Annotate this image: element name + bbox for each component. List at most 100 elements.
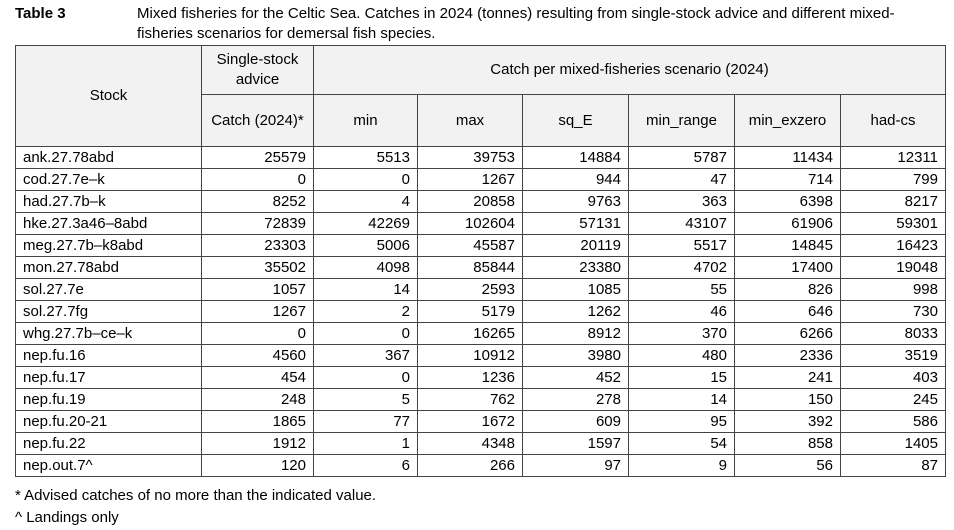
cell-scenario-value: 5	[313, 388, 418, 411]
cell-advice: 35502	[201, 256, 314, 279]
cell-scenario-value: 8217	[840, 190, 946, 213]
cell-advice: 454	[201, 366, 314, 389]
header-scenario-sq-e: sq_E	[522, 94, 629, 147]
cell-stock: nep.fu.17	[15, 366, 202, 389]
cell-scenario-value: 14884	[522, 146, 629, 169]
cell-scenario-value: 4702	[628, 256, 735, 279]
cell-scenario-value: 59301	[840, 212, 946, 235]
cell-scenario-value: 95	[628, 410, 735, 433]
cell-stock: mon.27.78abd	[15, 256, 202, 279]
cell-scenario-value: 5513	[313, 146, 418, 169]
cell-stock: nep.fu.22	[15, 432, 202, 455]
cell-scenario-value: 8912	[522, 322, 629, 345]
header-scenario-max: max	[417, 94, 523, 147]
cell-scenario-value: 46	[628, 300, 735, 323]
table-row: nep.fu.22 1912 1 4348 1597 54 858 1405	[15, 432, 946, 455]
cell-stock: sol.27.7e	[15, 278, 202, 301]
cell-advice: 8252	[201, 190, 314, 213]
table-row: nep.out.7^ 120 6 266 97 9 56 87	[15, 454, 946, 477]
cell-stock: nep.fu.20-21	[15, 410, 202, 433]
cell-scenario-value: 241	[734, 366, 841, 389]
cell-scenario-value: 10912	[417, 344, 523, 367]
cell-scenario-value: 1597	[522, 432, 629, 455]
cell-scenario-value: 1267	[417, 168, 523, 191]
cell-scenario-value: 14	[313, 278, 418, 301]
table-label: Table 3	[15, 5, 66, 22]
cell-scenario-value: 16423	[840, 234, 946, 257]
cell-scenario-value: 2	[313, 300, 418, 323]
cell-scenario-value: 42269	[313, 212, 418, 235]
cell-stock: nep.fu.16	[15, 344, 202, 367]
cell-scenario-value: 4348	[417, 432, 523, 455]
cell-stock: cod.27.7e–k	[15, 168, 202, 191]
cell-scenario-value: 367	[313, 344, 418, 367]
cell-scenario-value: 714	[734, 168, 841, 191]
cell-stock: nep.fu.19	[15, 388, 202, 411]
cell-scenario-value: 609	[522, 410, 629, 433]
cell-advice: 25579	[201, 146, 314, 169]
footnotes: * Advised catches of no more than the in…	[15, 485, 376, 529]
cell-scenario-value: 4	[313, 190, 418, 213]
cell-stock: had.27.7b–k	[15, 190, 202, 213]
cell-scenario-value: 16265	[417, 322, 523, 345]
table-row: had.27.7b–k 8252 4 20858 9763 363 6398 8217	[15, 190, 946, 213]
cell-scenario-value: 363	[628, 190, 735, 213]
cell-scenario-value: 1236	[417, 366, 523, 389]
cell-scenario-value: 45587	[417, 234, 523, 257]
table-row: meg.27.7b–k8abd 23303 5006 45587 20119 5517 14…	[15, 234, 946, 257]
cell-scenario-value: 8033	[840, 322, 946, 345]
catch-table: Stock Single-stock advice Catch per mixe…	[15, 45, 946, 477]
cell-scenario-value: 9	[628, 454, 735, 477]
cell-scenario-value: 0	[313, 322, 418, 345]
cell-scenario-value: 1672	[417, 410, 523, 433]
cell-scenario-value: 6266	[734, 322, 841, 345]
cell-scenario-value: 0	[313, 168, 418, 191]
cell-advice: 72839	[201, 212, 314, 235]
cell-scenario-value: 61906	[734, 212, 841, 235]
cell-scenario-value: 586	[840, 410, 946, 433]
table-row: sol.27.7fg 1267 2 5179 1262 46 646 730	[15, 300, 946, 323]
cell-scenario-value: 4098	[313, 256, 418, 279]
cell-scenario-value: 392	[734, 410, 841, 433]
cell-advice: 23303	[201, 234, 314, 257]
cell-advice: 248	[201, 388, 314, 411]
cell-advice: 120	[201, 454, 314, 477]
cell-scenario-value: 480	[628, 344, 735, 367]
cell-advice: 1267	[201, 300, 314, 323]
cell-scenario-value: 5179	[417, 300, 523, 323]
cell-stock: ank.27.78abd	[15, 146, 202, 169]
cell-scenario-value: 9763	[522, 190, 629, 213]
header-stock: Stock	[15, 45, 202, 147]
table-row: cod.27.7e–k 0 0 1267 944 47 714 799	[15, 168, 946, 191]
table-body: ank.27.78abd 25579 5513 39753 14884 5787 11434…	[15, 146, 946, 477]
cell-advice: 0	[201, 168, 314, 191]
cell-scenario-value: 998	[840, 278, 946, 301]
cell-stock: whg.27.7b–ce–k	[15, 322, 202, 345]
cell-scenario-value: 55	[628, 278, 735, 301]
header-scenario-min: min	[313, 94, 418, 147]
cell-scenario-value: 799	[840, 168, 946, 191]
table-row: mon.27.78abd 35502 4098 85844 23380 4702 17400…	[15, 256, 946, 279]
cell-scenario-value: 20858	[417, 190, 523, 213]
cell-scenario-value: 17400	[734, 256, 841, 279]
cell-scenario-value: 6	[313, 454, 418, 477]
cell-scenario-value: 944	[522, 168, 629, 191]
cell-scenario-value: 3519	[840, 344, 946, 367]
table-row: nep.fu.16 4560 367 10912 3980 480 2336 3519	[15, 344, 946, 367]
cell-advice: 0	[201, 322, 314, 345]
cell-scenario-value: 5787	[628, 146, 735, 169]
cell-scenario-value: 730	[840, 300, 946, 323]
cell-scenario-value: 11434	[734, 146, 841, 169]
table-caption: Table 3 Mixed fisheries for the Celtic S…	[15, 4, 945, 44]
footnote-landings-only: ^ Landings only	[15, 509, 119, 526]
cell-stock: nep.out.7^	[15, 454, 202, 477]
cell-scenario-value: 0	[313, 366, 418, 389]
cell-scenario-value: 56	[734, 454, 841, 477]
cell-scenario-value: 43107	[628, 212, 735, 235]
cell-scenario-value: 150	[734, 388, 841, 411]
table-header: Stock Single-stock advice Catch per mixe…	[15, 45, 946, 147]
cell-scenario-value: 19048	[840, 256, 946, 279]
cell-scenario-value: 762	[417, 388, 523, 411]
cell-scenario-value: 6398	[734, 190, 841, 213]
cell-scenario-value: 97	[522, 454, 629, 477]
